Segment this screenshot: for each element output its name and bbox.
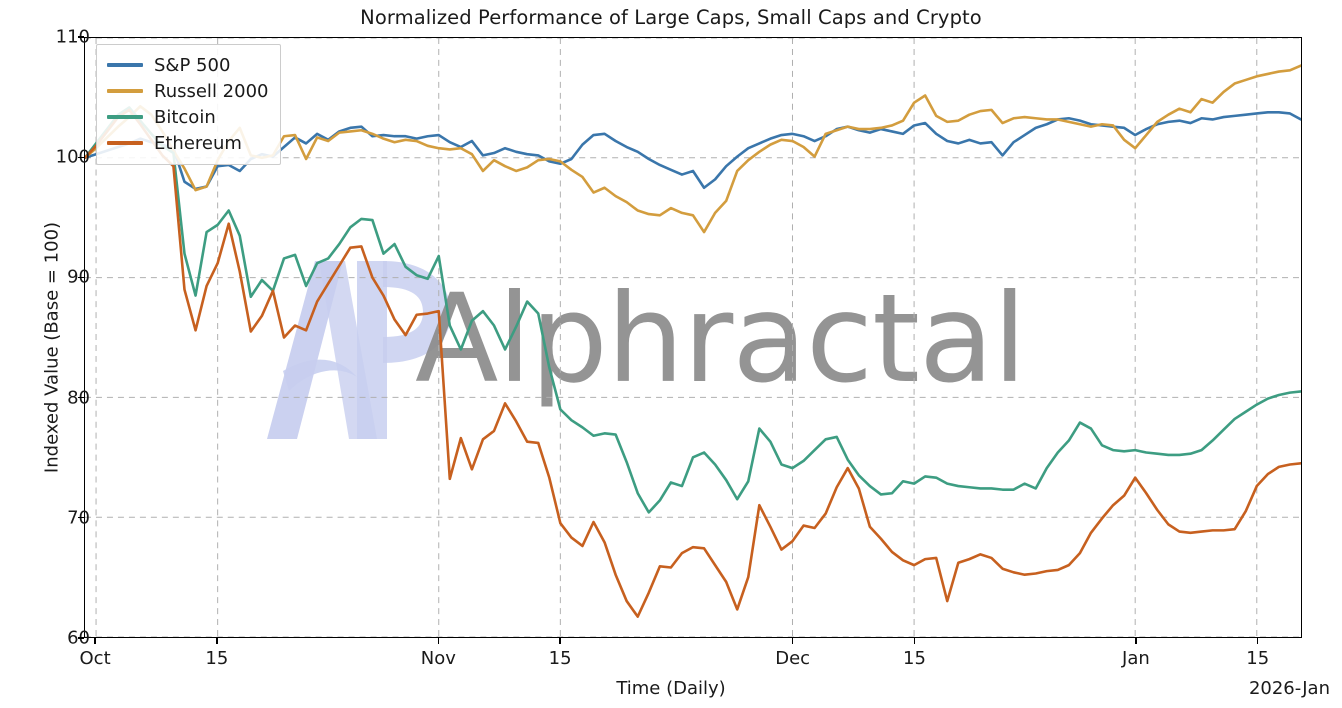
page-title: Normalized Performance of Large Caps, Sm… [360,6,982,29]
y-tick-label: 110 [55,26,90,48]
y-tick-mark [78,637,84,639]
x-tick-mark [94,638,96,644]
x-tick-mark [792,638,794,644]
y-tick-mark [78,276,84,279]
x-tick-mark [1257,638,1259,644]
legend-label: Bitcoin [154,106,216,128]
x-tick-label: 15 [205,648,229,669]
x-tick-label: 15 [548,648,572,669]
series-lines [85,66,1301,617]
x-tick-mark [1135,638,1137,644]
y-tick-mark [78,396,84,399]
legend-item[interactable]: S&P 500 [107,52,268,78]
x-tick-mark [913,638,916,644]
legend: S&P 500 Russell 2000 Bitcoin Ethereum [96,44,282,165]
y-tick-mark [78,36,84,38]
legend-color-swatch [107,115,143,119]
legend-color-swatch [107,63,143,67]
legend-color-swatch [107,141,143,145]
x-tick-mark [559,638,561,644]
legend-label: Ethereum [154,132,242,154]
x-tick-label: Oct [79,648,111,669]
series-line-russell-2000 [85,66,1301,233]
legend-item[interactable]: Bitcoin [107,104,268,130]
y-tick-mark [78,156,84,158]
chart-canvas [85,38,1301,637]
y-axis-label: Indexed Value (Base = 100) [41,221,63,474]
legend-label: Russell 2000 [154,80,269,102]
x-axis-offset-label: 2026-Jan [1248,678,1330,699]
legend-color-swatch [107,89,143,93]
x-axis-label: Time (Daily) [616,678,726,699]
legend-item[interactable]: Ethereum [107,130,268,156]
x-tick-label: Nov [420,648,456,669]
x-tick-label: 15 [1246,648,1270,669]
series-line-bitcoin [85,107,1301,512]
legend-label: S&P 500 [154,54,231,76]
x-tick-mark [216,638,218,644]
x-tick-label: Dec [775,648,811,669]
y-tick-mark [78,517,84,519]
x-tick-mark [437,638,439,644]
series-line-ethereum [85,110,1301,617]
y-tick-label: 100 [55,146,90,168]
x-tick-label: 15 [903,648,926,669]
legend-item[interactable]: Russell 2000 [107,78,268,104]
x-tick-label: Jan [1122,648,1150,669]
